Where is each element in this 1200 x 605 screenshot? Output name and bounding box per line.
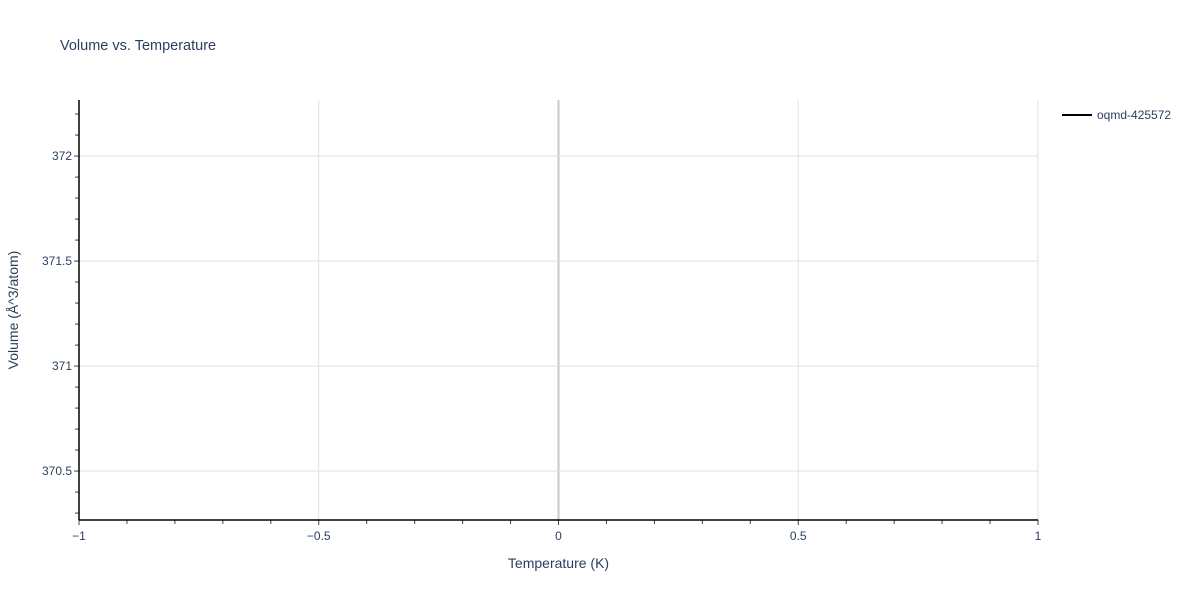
y-tick-label: 371.5 (42, 254, 72, 268)
y-tick-label: 371 (52, 359, 72, 373)
grid (79, 100, 1039, 520)
x-tick-label: 1 (1035, 529, 1042, 543)
x-tick-label: 0.5 (790, 529, 807, 543)
y-tick-label: 372 (52, 149, 72, 163)
legend-label[interactable]: oqmd-425572 (1097, 108, 1171, 122)
y-axis-label: Volume (Å^3/atom) (5, 251, 21, 370)
chart-title: Volume vs. Temperature (60, 38, 216, 54)
x-tick-label: 0 (555, 529, 562, 543)
x-axis-label: Temperature (K) (508, 555, 609, 571)
legend[interactable]: oqmd-425572 (1062, 108, 1171, 122)
x-tick-label: −1 (72, 529, 86, 543)
x-tick-label: −0.5 (307, 529, 331, 543)
y-tick-label: 370.5 (42, 464, 72, 478)
axes: −1 −0.5 0 0.5 1 370.5 371 371.5 372 (42, 100, 1042, 543)
